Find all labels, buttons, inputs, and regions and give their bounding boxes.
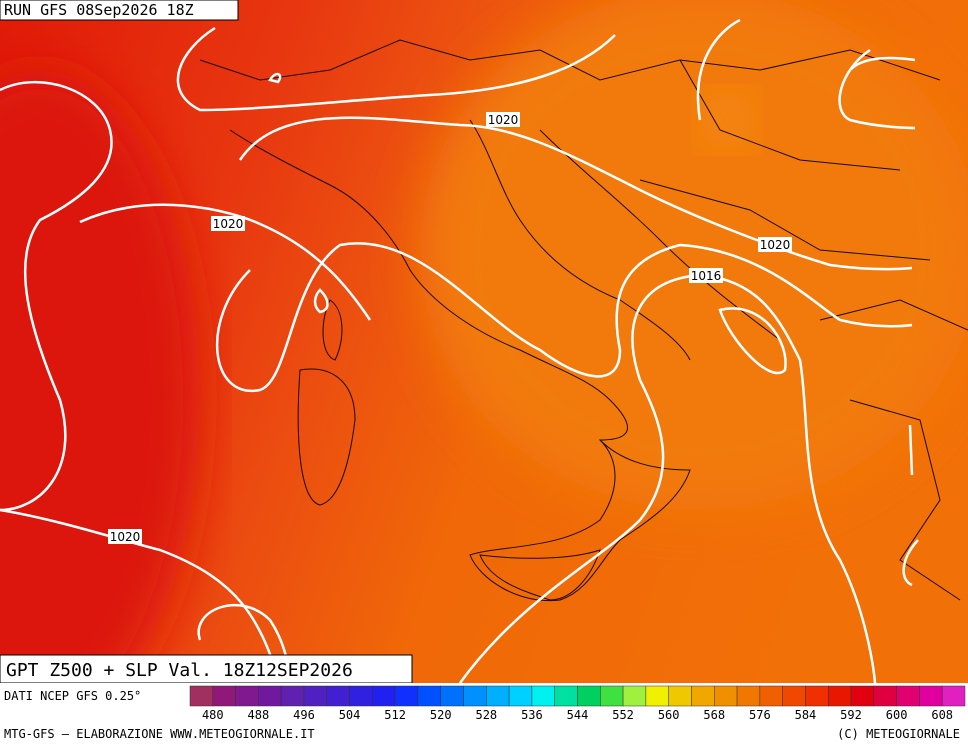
color-scale: 480 488 496 504 512 520 528 536 544 552 560 568 576 5…: [189, 685, 966, 722]
isobars: [0, 18, 919, 684]
scale-label: 592: [840, 708, 862, 722]
contour-label: 1020: [488, 113, 519, 127]
scale-label: 528: [475, 708, 497, 722]
color-swatch: [782, 685, 806, 707]
color-swatch: [258, 685, 282, 707]
color-swatch: [508, 685, 533, 707]
color-swatch: [622, 685, 647, 707]
sardinia: [297, 368, 356, 506]
coastlines: [199, 39, 968, 602]
color-swatch: [645, 685, 669, 707]
scale-label: 600: [886, 708, 908, 722]
header-box: [0, 0, 239, 21]
color-swatch: [189, 685, 214, 707]
color-swatch: [531, 685, 555, 707]
contour-label: 1016: [691, 269, 722, 283]
map-area: 1020 1020 1020 1016 1020: [0, 0, 968, 730]
color-swatch: [417, 685, 441, 707]
color-swatch: [736, 685, 761, 707]
scale-label: 536: [521, 708, 543, 722]
contour-label-box: [486, 112, 520, 127]
scale-label: 568: [703, 708, 725, 722]
field-shade: [420, 0, 968, 510]
isobar: [238, 116, 913, 271]
isobar: [176, 26, 616, 112]
color-swatch: [235, 685, 259, 707]
color-swatch: [691, 685, 715, 707]
color-swatch: [668, 685, 692, 707]
run-label: RUN GFS 08Sep2026 18Z: [4, 1, 194, 19]
scale-label: 584: [795, 708, 817, 722]
scale-label: 512: [384, 708, 406, 722]
field-shade: [0, 70, 200, 730]
isobar: [79, 203, 372, 321]
color-swatch: [600, 685, 624, 707]
color-swatch: [440, 685, 464, 707]
color-swatch: [827, 685, 852, 707]
color-swatch: [463, 685, 487, 707]
corsica: [322, 299, 343, 361]
color-swatch: [896, 685, 920, 707]
color-swatch: [394, 685, 419, 707]
sicily: [479, 549, 601, 601]
isobar: [0, 81, 113, 512]
color-swatch: [941, 685, 966, 707]
contour-label-box: [758, 237, 792, 252]
scale-label: 560: [658, 708, 680, 722]
isobar: [696, 18, 916, 130]
contour-labels: 1020 1020 1020 1016 1020: [108, 112, 792, 544]
color-swatch: [303, 685, 328, 707]
source-label: DATI NCEP GFS 0.25°: [4, 689, 141, 703]
isobar: [0, 508, 282, 684]
color-swatch: [759, 685, 783, 707]
footer-right: (C) METEOGIORNALE: [837, 727, 960, 741]
isobar: [902, 424, 919, 587]
color-swatch: [577, 685, 601, 707]
scale-label: 520: [430, 708, 452, 722]
color-swatch: [554, 685, 578, 707]
map-title: GPT Z500 + SLP Val. 18Z12SEP2026: [6, 660, 353, 681]
contour-label: 1020: [760, 238, 791, 252]
scale-label: 488: [248, 708, 270, 722]
isobar: [215, 242, 913, 393]
contour-label-box: [211, 216, 245, 231]
scale-label: 480: [202, 708, 224, 722]
coast: [469, 119, 691, 361]
contour-label: 1020: [213, 217, 244, 231]
color-swatch: [326, 685, 350, 707]
color-swatch: [486, 685, 510, 707]
scale-label: 552: [612, 708, 634, 722]
scale-label: 504: [339, 708, 361, 722]
color-swatch: [280, 685, 305, 707]
coast: [229, 129, 691, 602]
color-swatch: [372, 685, 396, 707]
color-swatch: [850, 685, 875, 707]
contour-label-box: [108, 529, 142, 544]
scale-label: 576: [749, 708, 771, 722]
color-swatch: [919, 685, 943, 707]
scale-label: 608: [931, 708, 953, 722]
scale-label: 496: [293, 708, 315, 722]
color-swatch: [714, 685, 738, 707]
color-swatch: [805, 685, 829, 707]
color-swatch: [212, 685, 236, 707]
field-shade: [697, 90, 757, 150]
scale-label: 544: [567, 708, 589, 722]
isobar: [718, 307, 787, 374]
color-swatch: [873, 685, 897, 707]
contour-label: 1020: [110, 530, 141, 544]
contour-label-box: [689, 268, 723, 283]
color-swatch: [349, 685, 373, 707]
footer-left: MTG-GFS — ELABORAZIONE WWW.METEOGIORNALE…: [4, 727, 315, 741]
